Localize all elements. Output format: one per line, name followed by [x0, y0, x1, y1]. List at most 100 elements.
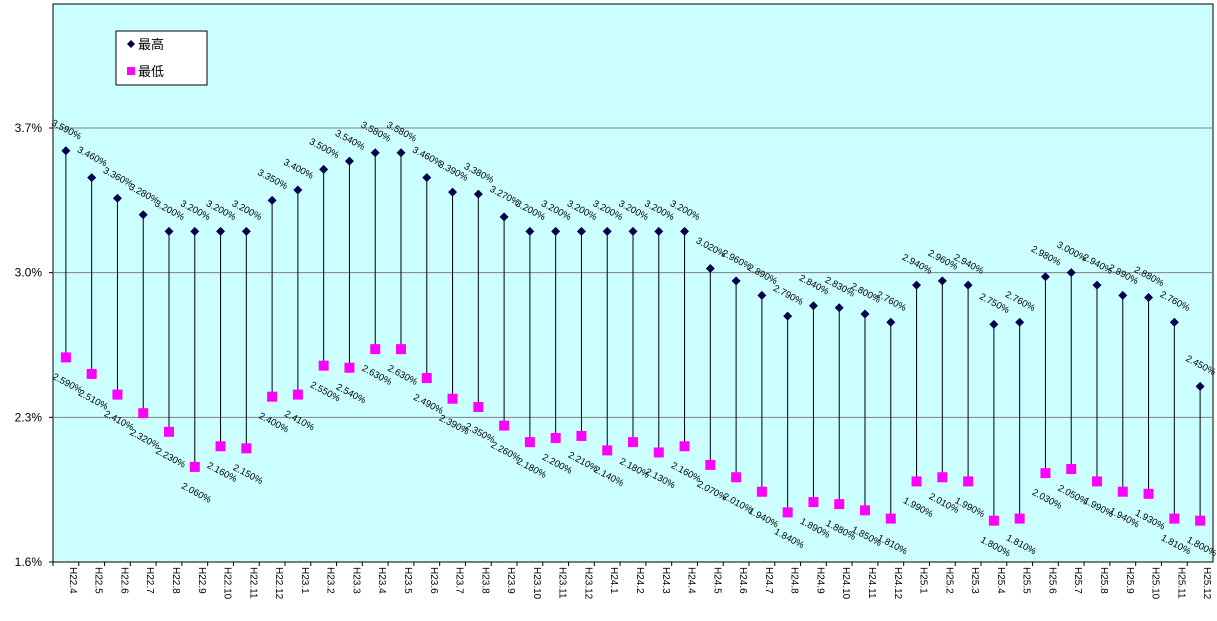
- x-tick-label: H22.9: [196, 567, 207, 594]
- low-point: [988, 515, 999, 526]
- high-point: [422, 173, 432, 183]
- low-point: [1143, 488, 1154, 499]
- high-point: [886, 317, 896, 327]
- low-point: [628, 437, 638, 448]
- high-point: [499, 212, 509, 222]
- high-point: [396, 148, 406, 158]
- low-point: [473, 402, 484, 412]
- high-point: [190, 226, 200, 236]
- high-point: [937, 276, 947, 286]
- x-tick-label: H23.11: [557, 567, 568, 599]
- high-point: [112, 193, 122, 203]
- x-tick-label: H24.1: [608, 567, 619, 594]
- low-point: [1169, 513, 1180, 524]
- x-tick-label: H24.3: [660, 567, 671, 594]
- series-low-markers: [60, 344, 1206, 526]
- low-point: [164, 426, 174, 437]
- x-tick-label: H23.10: [531, 567, 542, 600]
- x-tick-label: H24.9: [814, 567, 825, 594]
- low-point: [1066, 464, 1077, 474]
- low-point: [782, 507, 793, 518]
- high-point: [989, 319, 999, 329]
- low-point: [731, 472, 742, 483]
- x-tick-label: H23.7: [454, 567, 465, 594]
- low-point: [1195, 515, 1206, 526]
- x-tick-label: H25.9: [1124, 567, 1135, 594]
- high-point: [654, 226, 664, 236]
- x-tick-label: H22.7: [144, 567, 155, 594]
- x-tick-label: H24.2: [634, 567, 645, 594]
- legend-marker-low: [127, 67, 135, 75]
- low-point: [215, 441, 226, 452]
- low-point: [138, 408, 149, 419]
- legend-label-high: 最高: [138, 37, 164, 53]
- x-tick-label: H24.10: [840, 567, 851, 600]
- legend-box: [115, 30, 208, 86]
- low-point: [318, 360, 329, 371]
- x-tick-label: H24.7: [763, 567, 774, 594]
- x-tick-label: H25.2: [943, 567, 954, 594]
- x-tick-label: H23.5: [402, 567, 413, 594]
- x-tick-label: H22.4: [67, 567, 78, 594]
- x-tick-label: H24.5: [711, 567, 722, 594]
- low-point: [189, 461, 200, 472]
- low-point: [1092, 476, 1102, 487]
- high-point: [628, 226, 638, 236]
- x-tick-label: H23.2: [325, 567, 336, 594]
- high-point: [473, 189, 483, 199]
- x-tick-label: H24.4: [686, 567, 697, 594]
- x-tick-label: H23.4: [376, 567, 387, 594]
- high-point: [525, 226, 535, 236]
- high-point: [1144, 292, 1154, 302]
- y-tick-label: 3.0%: [15, 266, 43, 280]
- low-point: [241, 443, 252, 454]
- high-point: [344, 156, 354, 166]
- x-tick-label: H25.5: [1021, 567, 1032, 594]
- low-point: [499, 420, 510, 431]
- low-point: [421, 373, 432, 384]
- x-tick-label: H24.6: [737, 567, 748, 594]
- x-tick-label: H23.3: [350, 567, 361, 594]
- high-point: [1066, 268, 1076, 278]
- low-point: [1014, 513, 1025, 524]
- high-point: [1015, 317, 1025, 327]
- x-tick-label: H22.5: [93, 567, 104, 594]
- x-tick-label: H23.6: [428, 567, 439, 594]
- low-point: [86, 368, 97, 379]
- low-point: [1117, 486, 1128, 497]
- high-point: [602, 226, 612, 236]
- high-point: [1092, 280, 1102, 290]
- x-tick-label: H24.11: [866, 567, 877, 599]
- low-point: [447, 393, 458, 404]
- x-tick-label: H22.8: [170, 567, 181, 594]
- y-tick-label: 2.3%: [15, 410, 43, 424]
- high-point: [680, 226, 690, 236]
- x-tick-label: H22.6: [118, 567, 129, 594]
- high-point: [241, 226, 251, 236]
- low-point: [756, 486, 767, 497]
- x-tick-label: H25.12: [1201, 567, 1212, 600]
- high-point: [1195, 381, 1205, 391]
- x-tick-label: H22.11: [247, 567, 258, 599]
- low-point: [370, 344, 381, 355]
- high-point: [267, 195, 277, 205]
- high-point: [164, 226, 174, 236]
- x-tick-label: H25.7: [1072, 567, 1083, 594]
- low-point: [344, 362, 355, 373]
- low-point: [576, 430, 587, 441]
- legend-marker-high: [127, 40, 135, 48]
- low-point: [808, 497, 819, 508]
- x-tick-label: H25.10: [1150, 567, 1161, 600]
- x-tick-label: H25.4: [995, 567, 1006, 594]
- high-point: [705, 264, 715, 274]
- x-tick-label: H23.9: [505, 567, 516, 594]
- x-tick-label: H25.11: [1175, 567, 1186, 599]
- high-point: [293, 185, 303, 195]
- x-tick-label: H24.12: [892, 567, 903, 600]
- legend-label-low: 最低: [138, 65, 164, 80]
- high-point: [1169, 317, 1179, 327]
- x-tick-label: H22.12: [273, 567, 284, 600]
- high-point: [216, 226, 226, 236]
- high-point: [912, 280, 922, 290]
